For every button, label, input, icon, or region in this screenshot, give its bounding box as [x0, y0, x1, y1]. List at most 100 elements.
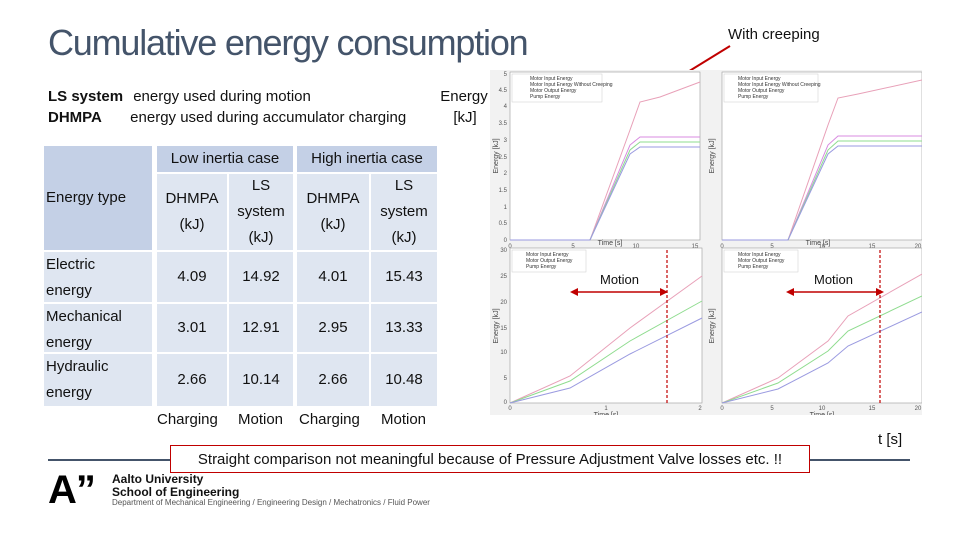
legend-entry: Pump Energy	[526, 264, 557, 270]
tick-label: 1	[604, 406, 608, 412]
tick-label: 0	[504, 238, 508, 244]
tick-label: 10	[819, 406, 826, 412]
tick-label: 0.5	[499, 221, 508, 227]
legend-entry: Motor Output Energy	[526, 258, 573, 264]
ls-low-header: LS system (kJ)	[229, 174, 293, 250]
legend-entry: Motor Input Energy	[738, 76, 781, 82]
university-name: Aalto University	[112, 472, 204, 486]
aalto-logo: A”	[48, 468, 96, 512]
tick-label: 5	[571, 244, 575, 250]
tick-label: 3.5	[499, 121, 508, 127]
plot-bottom-left: 30 25 20 15 10 5 0 0 1 2 Energy [kJ] Tim…	[493, 247, 703, 415]
table-row-label: Mechanical energy	[44, 304, 152, 352]
table-cell: 13.33	[371, 304, 437, 352]
dhmpa-high-header-2: (kJ)	[320, 216, 346, 233]
tick-label: 10	[500, 350, 507, 356]
line-pump	[722, 145, 922, 241]
tick-label: 0	[508, 406, 512, 412]
row-type-1: Electric	[46, 256, 96, 273]
tick-label: 20	[915, 406, 922, 412]
ls-low-header-2: system	[237, 203, 285, 220]
row-type-1: Hydraulic	[46, 358, 109, 375]
ls-high-header-1: LS	[394, 177, 414, 194]
legend-entry: Motor Input Energy Without Creeping	[530, 82, 613, 88]
row-type-2: energy	[46, 384, 92, 401]
table-cell: 4.09	[157, 252, 227, 302]
tick-label: 3	[504, 138, 508, 144]
x-axis-label: Time [s]	[594, 412, 619, 415]
legend-entry: Motor Output Energy	[738, 258, 785, 264]
motion-arrow-left-icon	[570, 288, 668, 296]
department-text: Department of Mechanical Engineering / E…	[112, 498, 430, 507]
divider-left	[48, 459, 170, 461]
high-inertia-header: High inertia case	[297, 146, 437, 172]
time-axis-label: t [s]	[878, 431, 903, 448]
tick-label: 10	[819, 244, 826, 250]
row-type-2: energy	[46, 334, 92, 351]
line-motor-output	[509, 300, 703, 404]
line-pump	[721, 311, 922, 404]
energy-plots: 5 4.5 4 3.5 3 2.5 2 1.5 1 0.5 0 0 5 10 1…	[493, 71, 922, 415]
legend-entry: Motor Input Energy	[738, 252, 781, 258]
motion-arrow-right-icon	[786, 288, 884, 296]
table-cell: 10.14	[229, 354, 293, 406]
tick-label: 1.5	[499, 188, 508, 194]
table-cell: 3.01	[157, 304, 227, 352]
x-axis-label: Time [s]	[806, 240, 831, 247]
tick-label: 5	[504, 72, 508, 78]
dhmpa-desc: energy used during accumulator charging	[130, 109, 407, 126]
table-cell: 2.95	[297, 304, 369, 352]
tick-label: 1	[504, 205, 508, 211]
school-name: School of Engineering	[112, 485, 240, 499]
legend-entry: Pump Energy	[530, 94, 561, 100]
dhmpa-high-header: DHMPA (kJ)	[297, 174, 369, 250]
x-axis-label: Time [s]	[810, 412, 835, 415]
legend-entry: Motor Input Energy Without Creeping	[738, 82, 821, 88]
row-type-2: energy	[46, 282, 92, 299]
ls-high-header: LS system (kJ)	[371, 174, 437, 250]
tick-label: 20	[915, 244, 922, 250]
tick-label: 5	[770, 406, 774, 412]
divider-right	[810, 459, 910, 461]
tick-label: 0	[508, 244, 512, 250]
energy-type-header: Energy type	[44, 146, 152, 250]
dhmpa-label: DHMPA	[48, 109, 102, 126]
tick-label: 4	[504, 104, 508, 110]
legend-entry: Pump Energy	[738, 264, 769, 270]
ls-low-header-3: (kJ)	[248, 229, 274, 246]
table-row-label: Electric energy	[44, 252, 152, 302]
row-type-1: Mechanical	[46, 308, 122, 325]
energy-label: Energy	[440, 88, 488, 105]
legend-ls: LS system energy used during motion	[48, 88, 311, 105]
tick-label: 5	[770, 244, 774, 250]
energy-type-label: Energy type	[46, 189, 127, 206]
page-title: Cumulative energy consumption	[48, 22, 529, 63]
ls-high-header-2: system	[380, 203, 428, 220]
low-inertia-header: Low inertia case	[157, 146, 293, 172]
tick-label: 30	[500, 248, 507, 254]
tick-label: 20	[500, 300, 507, 306]
table-cell: 2.66	[297, 354, 369, 406]
legend-entry: Motor Output Energy	[530, 88, 577, 94]
x-axis-label: Time [s]	[598, 240, 623, 247]
dhmpa-low-header: DHMPA (kJ)	[157, 174, 227, 250]
y-axis-label: Energy [kJ]	[709, 138, 716, 173]
footer-charging-high: Charging	[299, 411, 360, 428]
table-cell: 4.01	[297, 252, 369, 302]
with-creeping-annotation: With creeping	[728, 26, 820, 43]
table-cell: 14.92	[229, 252, 293, 302]
tick-label: 15	[869, 406, 876, 412]
legend-entry: Motor Input Energy	[530, 76, 573, 82]
tick-label: 2	[698, 406, 702, 412]
ls-label: LS system	[48, 88, 124, 105]
table-row-label: Hydraulic energy	[44, 354, 152, 406]
motion-label-left: Motion	[600, 272, 640, 287]
table-cell: 10.48	[371, 354, 437, 406]
y-axis-label: Energy [kJ]	[493, 308, 500, 343]
line-motor-input	[509, 275, 703, 404]
tick-label: 10	[633, 244, 640, 250]
tick-label: 4.5	[499, 88, 508, 94]
footer-motion-low: Motion	[238, 411, 284, 428]
tick-label: 0	[720, 406, 724, 412]
energy-unit: [kJ]	[453, 109, 477, 126]
